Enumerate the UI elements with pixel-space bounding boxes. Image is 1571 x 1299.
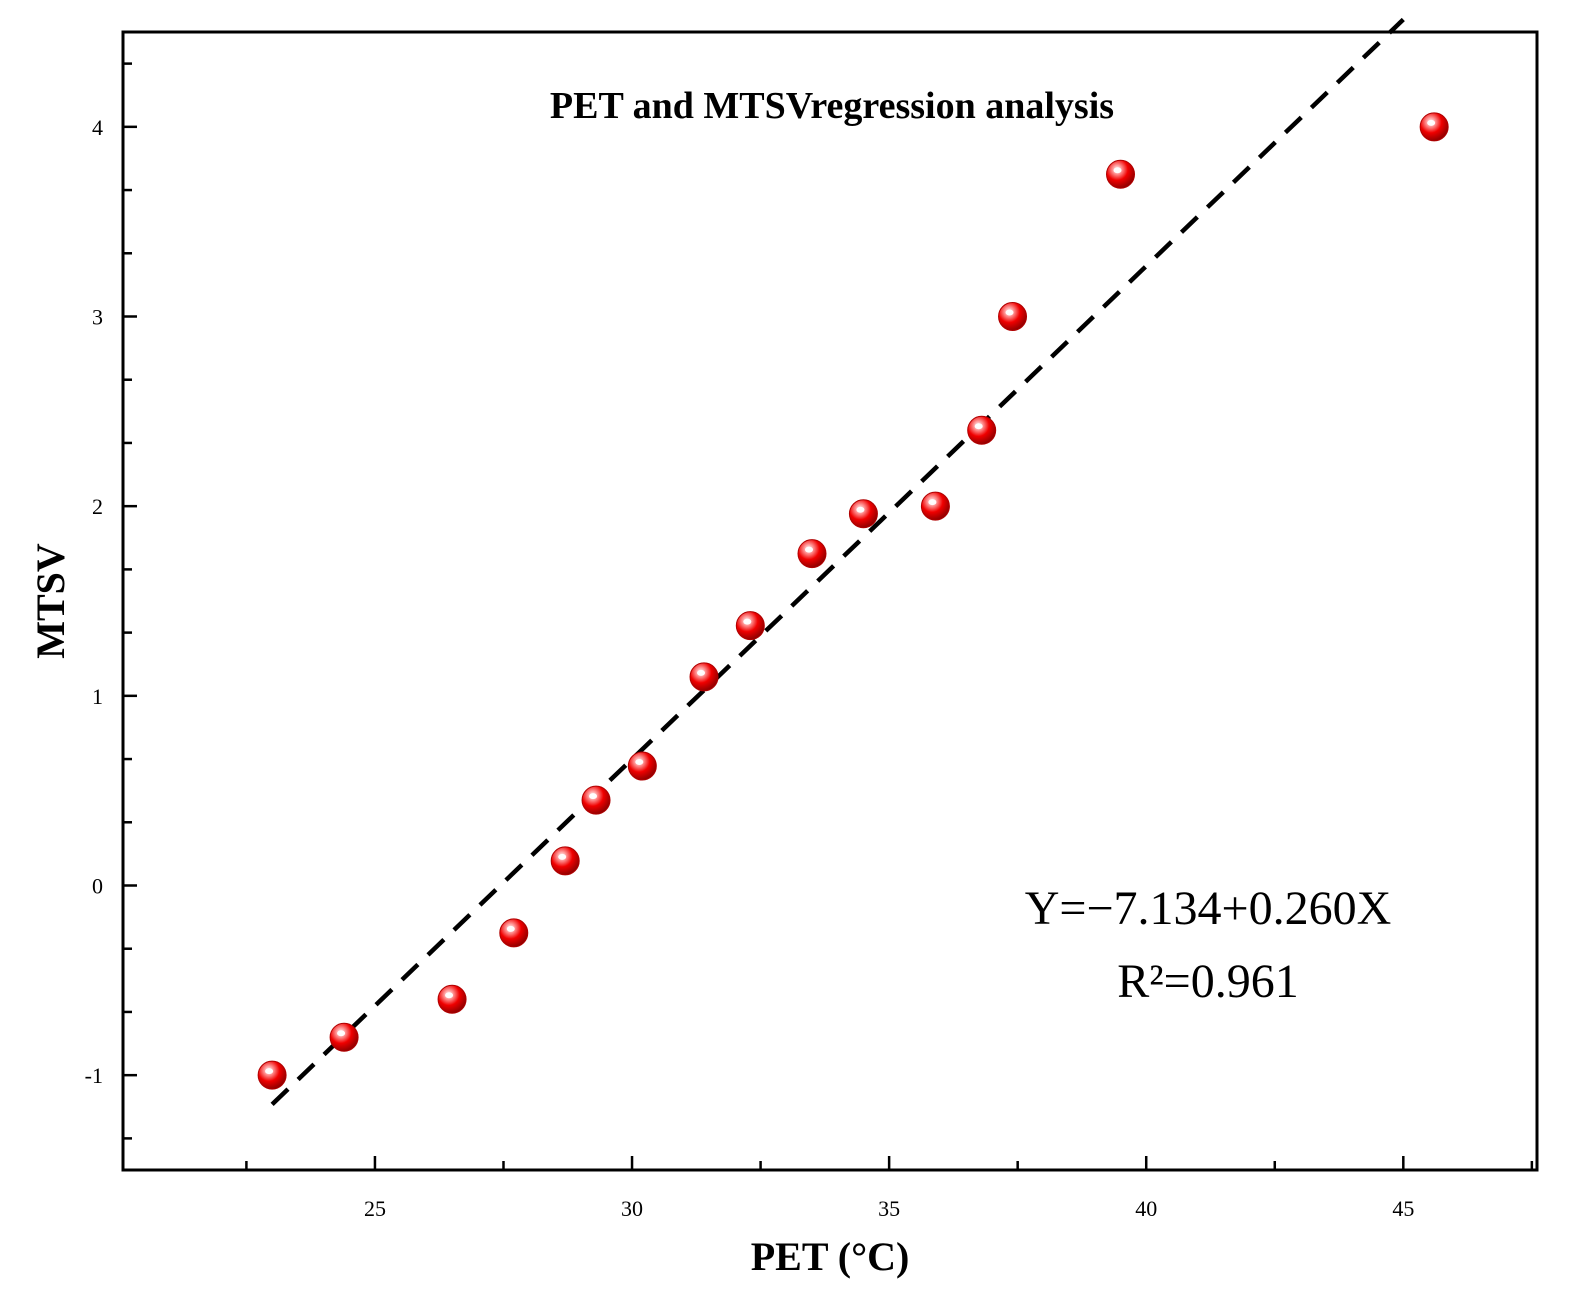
y-tick-label: 0 bbox=[92, 874, 103, 899]
y-tick-label: -1 bbox=[85, 1063, 103, 1088]
data-point-marker bbox=[257, 1060, 287, 1090]
x-tick-label: 40 bbox=[1135, 1196, 1157, 1221]
data-point bbox=[329, 1022, 359, 1052]
y-tick-label: 4 bbox=[92, 115, 103, 140]
data-point-marker bbox=[735, 611, 765, 641]
x-tick-label: 45 bbox=[1392, 1196, 1414, 1221]
data-point bbox=[550, 846, 580, 876]
data-point-highlight bbox=[337, 1030, 346, 1037]
data-point bbox=[1106, 159, 1136, 189]
data-point-highlight bbox=[697, 669, 706, 676]
data-point-highlight bbox=[635, 759, 644, 766]
data-point-highlight bbox=[558, 853, 567, 860]
data-point bbox=[1419, 112, 1449, 142]
data-point-highlight bbox=[743, 618, 752, 625]
data-point bbox=[257, 1060, 287, 1090]
data-point bbox=[848, 499, 878, 529]
data-point-highlight bbox=[1005, 309, 1014, 316]
data-point-marker bbox=[581, 785, 611, 815]
data-point bbox=[967, 415, 997, 445]
data-point bbox=[437, 984, 467, 1014]
x-axis-ticks bbox=[245, 1156, 1534, 1170]
data-point-marker bbox=[627, 751, 657, 781]
data-point-highlight bbox=[856, 506, 865, 513]
y-axis-ticks bbox=[123, 62, 137, 1140]
data-point-marker bbox=[499, 918, 529, 948]
data-point bbox=[797, 539, 827, 569]
data-point-marker bbox=[437, 984, 467, 1014]
data-point-highlight bbox=[445, 992, 454, 999]
data-point-marker bbox=[1106, 159, 1136, 189]
y-tick-label: 2 bbox=[92, 494, 103, 519]
regression-fit-line bbox=[270, 17, 1405, 1106]
scatter-points bbox=[257, 112, 1449, 1090]
y-tick-label: 3 bbox=[92, 305, 103, 330]
data-point-marker bbox=[329, 1022, 359, 1052]
y-axis-title: MTSV bbox=[28, 543, 73, 659]
data-point-highlight bbox=[974, 423, 983, 430]
data-point-marker bbox=[848, 499, 878, 529]
chart-title: PET and MTSVregression analysis bbox=[550, 85, 1114, 127]
data-point bbox=[627, 751, 657, 781]
data-point-marker bbox=[967, 415, 997, 445]
data-point-marker bbox=[550, 846, 580, 876]
data-point bbox=[920, 491, 950, 521]
x-axis-title: PET (°C) bbox=[751, 1234, 910, 1279]
data-point-marker bbox=[998, 302, 1028, 331]
r-squared-value: R²=0.961 bbox=[1117, 955, 1298, 1008]
data-point bbox=[689, 662, 719, 692]
data-point bbox=[581, 785, 611, 815]
data-point-highlight bbox=[506, 925, 515, 932]
data-point-marker bbox=[797, 539, 827, 569]
data-point-highlight bbox=[265, 1068, 274, 1075]
plot-frame bbox=[121, 30, 1539, 1172]
data-point bbox=[735, 611, 765, 641]
data-point-marker bbox=[1419, 112, 1449, 142]
data-point-highlight bbox=[1427, 119, 1436, 126]
data-point-marker bbox=[689, 662, 719, 692]
data-point-highlight bbox=[589, 793, 598, 800]
data-point-highlight bbox=[928, 499, 937, 506]
x-axis-tick-labels: 25 30 35 40 45 bbox=[364, 1196, 1414, 1221]
y-tick-label: 1 bbox=[92, 684, 103, 709]
data-point-marker bbox=[920, 491, 950, 521]
data-point-highlight bbox=[805, 546, 814, 553]
y-axis-tick-labels: -1 0 1 2 3 4 bbox=[85, 115, 103, 1088]
x-tick-label: 25 bbox=[364, 1196, 386, 1221]
data-point bbox=[998, 302, 1028, 331]
x-tick-label: 30 bbox=[621, 1196, 643, 1221]
data-point-highlight bbox=[1113, 167, 1122, 174]
data-point bbox=[499, 918, 529, 948]
regression-equation: Y=−7.134+0.260X bbox=[1025, 882, 1392, 935]
x-tick-label: 35 bbox=[878, 1196, 900, 1221]
